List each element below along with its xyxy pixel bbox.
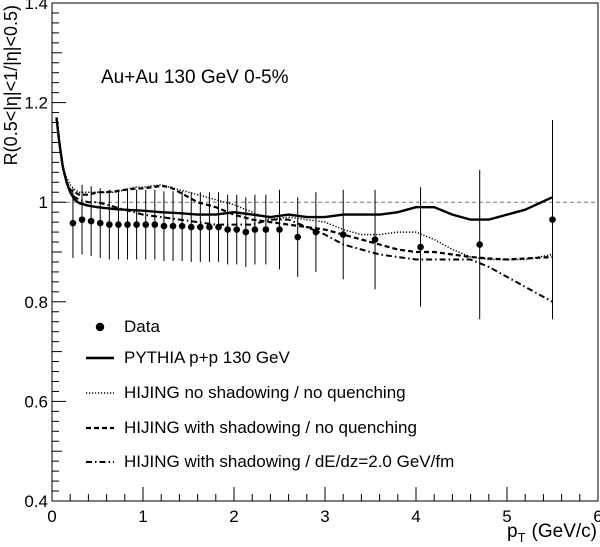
x-tick-label: 0 xyxy=(47,507,56,526)
data-point xyxy=(233,226,241,233)
data-point xyxy=(549,216,556,223)
legend-marker-data xyxy=(95,322,105,332)
data-point xyxy=(78,216,86,223)
chart-annotation: Au+Au 130 GeV 0-5% xyxy=(101,67,289,88)
x-tick-label: 6 xyxy=(593,507,600,526)
data-point xyxy=(96,219,104,227)
data-point xyxy=(187,223,195,231)
x-axis-label-p: p xyxy=(507,521,518,542)
data-point xyxy=(178,222,186,230)
y-tick-label: 1.2 xyxy=(24,94,48,113)
legend-label: PYTHIA p+p 130 GeV xyxy=(124,348,291,367)
data-point xyxy=(262,226,270,233)
y-tick-label: 1.4 xyxy=(24,0,48,13)
legend-label: HIJING with shadowing / dE/dz=2.0 GeV/fm xyxy=(124,452,454,471)
data-point xyxy=(294,233,302,241)
data-point xyxy=(224,226,231,233)
y-tick-label: 0.4 xyxy=(24,492,48,511)
x-axis-label-unit: (GeV/c) xyxy=(532,521,597,542)
x-axis-label: pT (GeV/c) xyxy=(507,521,597,545)
legend: Data PYTHIA p+p 130 GeV HIJING no shadowin… xyxy=(86,317,454,471)
data-point xyxy=(69,219,77,227)
data-point xyxy=(215,223,222,231)
x-tick-label: 2 xyxy=(229,507,238,526)
x-tick-label: 1 xyxy=(138,507,147,526)
legend-label: HIJING with shadowing / no quenching xyxy=(124,418,417,437)
data-point xyxy=(242,228,250,236)
data-point xyxy=(87,217,95,225)
legend-label-data: Data xyxy=(124,317,160,336)
x-tick-label: 3 xyxy=(320,507,329,526)
axes-layer: 0 1 2 3 4 5 6 0.4 0.6 0.8 1 1.2 1.4 xyxy=(24,0,600,526)
data-point xyxy=(371,236,379,243)
data-point xyxy=(169,222,177,230)
data-point xyxy=(206,223,213,231)
data-point xyxy=(151,221,159,228)
data-point xyxy=(312,228,320,236)
y-axis-label: R(0.5<|η|<1/|η|<0.5) xyxy=(1,5,21,165)
x-tick-label: 4 xyxy=(411,507,420,526)
data-point xyxy=(115,221,122,228)
data-point xyxy=(197,223,204,231)
data-point xyxy=(133,221,140,228)
data-point xyxy=(417,243,424,251)
data-point xyxy=(124,221,131,228)
data-point xyxy=(339,231,347,238)
data-point xyxy=(251,226,259,233)
data-point xyxy=(160,222,168,230)
legend-label: HIJING no shadowing / no quenching xyxy=(124,383,406,402)
y-tick-label: 0.6 xyxy=(24,392,48,411)
data-point xyxy=(142,221,150,228)
y-tick-label: 0.8 xyxy=(24,293,48,312)
data-point xyxy=(106,221,113,228)
x-axis-label-subscript: T xyxy=(518,530,526,545)
y-tick-label: 1 xyxy=(39,193,48,212)
series-line-dashed xyxy=(55,117,553,261)
x-tick-label: 5 xyxy=(502,507,511,526)
data-point xyxy=(276,226,283,233)
data-points-layer xyxy=(69,120,556,320)
data-point xyxy=(476,241,484,248)
series-line-solid xyxy=(55,117,553,221)
